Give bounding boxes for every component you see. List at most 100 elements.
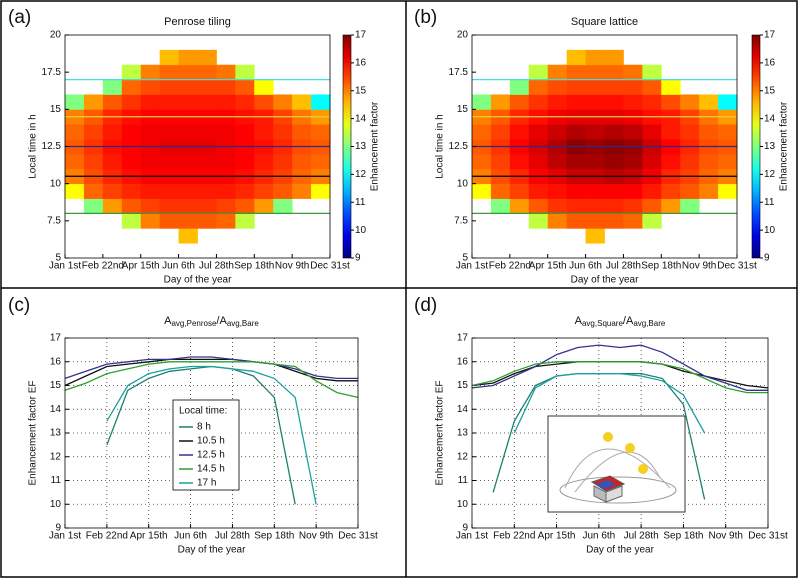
- heatmap-cell: [197, 213, 217, 229]
- heatmap-cell: [661, 94, 681, 110]
- heatmap-cell: [235, 124, 255, 140]
- heatmap-cell: [490, 94, 511, 110]
- heatmap-cell: [65, 183, 85, 199]
- heatmap-cell: [197, 183, 217, 199]
- heatmap-cell: [699, 124, 719, 140]
- colorbar-tick-label: 9: [764, 253, 770, 264]
- heatmap-cell: [159, 49, 179, 66]
- line-series: [64, 356, 358, 380]
- heatmap-cell: [604, 124, 624, 140]
- colorbar-tick-label: 16: [355, 58, 367, 69]
- heatmap-cell: [490, 183, 511, 199]
- colorbar-tick-label: 10: [355, 225, 367, 236]
- heatmap-cell: [718, 124, 738, 140]
- x-tick-label: Feb 22nd: [86, 531, 128, 542]
- heatmap-cell: [254, 79, 274, 95]
- panel: (a) Penrose tiling Day of the year Local ti…: [8, 7, 381, 286]
- line-series: [106, 365, 296, 505]
- plot-frame: [64, 337, 359, 529]
- title-text: A: [164, 315, 172, 327]
- heatmap-cell: [661, 79, 681, 95]
- legend: Local time: 8 h 10.5 h 12.5 h 14.5 h 17 h: [172, 399, 240, 491]
- heatmap-cell: [472, 153, 492, 170]
- heatmap-cell: [197, 124, 217, 140]
- heatmap-cell: [83, 153, 104, 170]
- y-tick-label: 11: [51, 475, 62, 486]
- y-axis-label: Enhancement factor EF: [435, 380, 446, 485]
- heatmap-cell: [642, 153, 662, 170]
- x-tick-label: Apr 15th: [538, 531, 576, 542]
- x-tick-label: Dec 31st: [310, 261, 350, 272]
- colorbar-tick-label: 14: [764, 113, 776, 124]
- x-tick-label: Sep 18th: [663, 531, 703, 542]
- colorbar-label: Enhancement factor: [370, 101, 381, 191]
- heatmap-cell: [216, 198, 236, 214]
- panel-label: (a): [8, 7, 31, 28]
- panel-label: (b): [414, 7, 437, 28]
- y-axis-label: Enhancement factor EF: [28, 380, 39, 485]
- heatmap-cell: [235, 64, 255, 80]
- heatmap-cell: [102, 94, 123, 110]
- solar-panel: [596, 480, 616, 489]
- heatmap-cell: [604, 64, 624, 80]
- heatmap-cell: [718, 94, 738, 110]
- y-tick-label: 15: [457, 104, 469, 115]
- x-tick-label: Dec 31st: [717, 261, 757, 272]
- y-tick-label: 14: [457, 404, 469, 415]
- heatmap-cell: [604, 213, 624, 229]
- chart-title: Aavg,Square/Aavg,Bare: [575, 315, 666, 328]
- heatmap-cell: [121, 198, 142, 214]
- heatmap-cell: [585, 94, 605, 110]
- title-subscript: avg,Penrose: [171, 319, 216, 328]
- x-tick-label: Feb 22nd: [82, 261, 124, 272]
- heatmap-cell: [661, 183, 681, 199]
- colorbar-tick-label: 17: [764, 30, 776, 41]
- heatmap-cell: [509, 79, 530, 95]
- heatmap-cell: [311, 183, 331, 199]
- house-wall: [605, 485, 623, 503]
- heatmap-cell: [661, 153, 681, 170]
- heatmap-cell: [680, 94, 700, 110]
- colorbar-tick-label: 15: [764, 85, 776, 96]
- heatmap-cell: [623, 64, 643, 80]
- heatmap-cell: [140, 153, 161, 170]
- sun: [638, 464, 648, 474]
- heatmap-cell: [273, 94, 293, 110]
- heatmap-cell: [585, 49, 605, 66]
- heatmap-cell: [197, 49, 217, 66]
- y-tick-label: 10: [50, 499, 62, 510]
- y-tick-label: 13: [457, 428, 469, 439]
- heatmap-cell: [197, 198, 217, 214]
- heatmap-cell: [680, 198, 700, 214]
- heatmap-cell: [216, 64, 236, 80]
- heatmap-cell: [216, 153, 236, 170]
- heatmap-cell: [528, 79, 549, 95]
- x-tick-label: Sep 18th: [641, 261, 681, 272]
- heatmap-cell: [254, 198, 274, 214]
- heatmap-cell: [604, 94, 624, 110]
- heatmap-cell: [121, 79, 142, 95]
- heatmap-cell: [178, 79, 198, 95]
- heatmap-cell: [178, 198, 198, 214]
- heatmap-cell: [178, 94, 198, 110]
- heatmap-cell: [140, 213, 161, 229]
- heatmap-cell: [121, 64, 142, 80]
- heatmap-cell: [642, 79, 662, 95]
- x-tick-label: Jul 28th: [199, 261, 234, 272]
- x-tick-label: Dec 31st: [338, 531, 378, 542]
- y-tick-label: 12: [457, 451, 469, 462]
- heatmap-cell: [311, 153, 331, 170]
- line-series: [64, 361, 359, 399]
- orbit: [564, 448, 671, 489]
- y-tick-label: 20: [457, 30, 469, 41]
- heatmap-cell: [642, 198, 662, 214]
- heatmap-cell: [197, 64, 217, 80]
- heatmap-cell: [566, 64, 586, 80]
- heatmap-cell: [254, 94, 274, 110]
- heatmap-cell: [140, 183, 161, 199]
- heatmap-cell: [178, 228, 198, 244]
- x-tick-label: Jun 6th: [569, 261, 602, 272]
- colorbar-tick-label: 13: [764, 141, 776, 152]
- heatmap-cell: [472, 94, 492, 110]
